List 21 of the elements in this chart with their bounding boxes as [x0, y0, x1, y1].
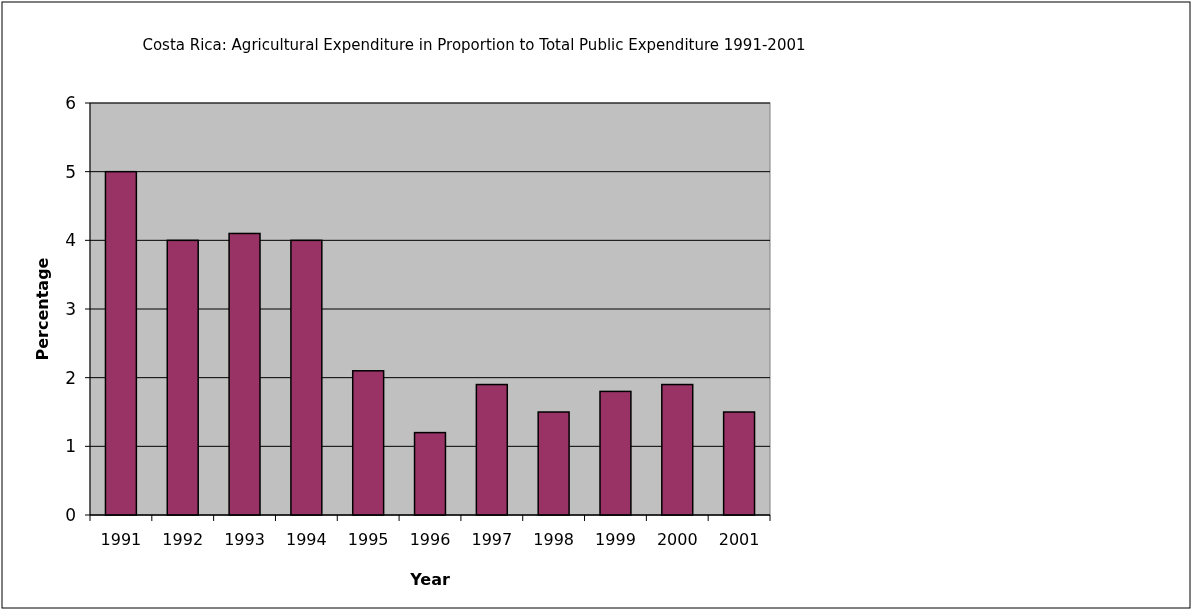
x-tick-label: 1997 [471, 530, 513, 549]
y-tick-label: 5 [65, 161, 76, 182]
y-axis-title: Percentage [33, 257, 52, 361]
y-tick-label: 4 [65, 230, 76, 251]
y-tick-label: 2 [65, 367, 76, 388]
x-tick-label: 1991 [100, 530, 142, 549]
x-tick-label: 1993 [224, 530, 265, 549]
x-tick-label: 2000 [656, 530, 698, 549]
x-tick-label: 1998 [533, 530, 574, 549]
chart-title: Costa Rica: Agricultural Expenditure in Proportion to Total Public Expenditure 1991-2001 [142, 36, 806, 54]
y-tick-label: 6 [65, 92, 76, 113]
x-tick-label: 1999 [595, 530, 636, 549]
x-tick-label: 1996 [409, 530, 451, 549]
y-tick-label: 0 [65, 504, 76, 525]
y-tick-label: 1 [65, 436, 76, 457]
x-tick-label: 1992 [162, 530, 204, 549]
x-axis-title: Year [409, 570, 450, 589]
x-tick-label: 1995 [347, 530, 389, 549]
x-tick-label: 2001 [718, 530, 760, 549]
y-tick-label: 3 [65, 298, 76, 319]
x-tick-label: 1994 [286, 530, 327, 549]
